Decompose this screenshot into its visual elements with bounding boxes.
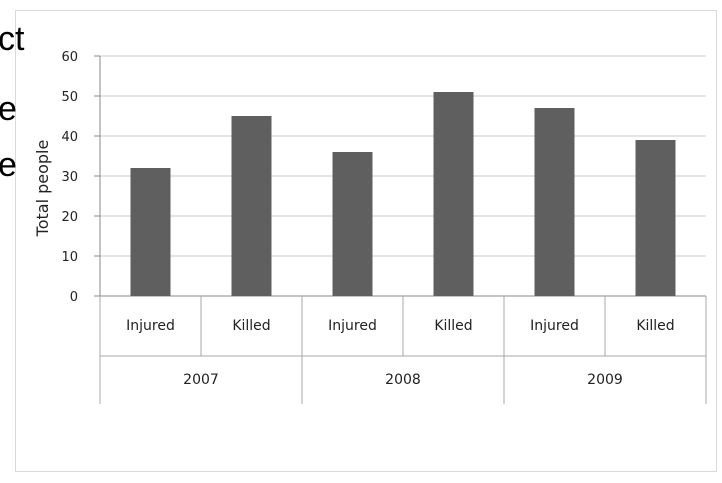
y-tick-label: 60 — [61, 50, 78, 65]
y-tick-label: 50 — [61, 90, 78, 105]
background-text-1: ct — [0, 20, 25, 58]
x-axis: Injured Killed Injured Killed Injured Killed 2… — [99, 296, 707, 404]
gridlines — [94, 55, 706, 297]
background-text-2: e — [0, 90, 17, 128]
bar — [231, 116, 272, 296]
bar — [635, 140, 676, 296]
bar — [332, 152, 373, 296]
y-tick-label: 40 — [61, 130, 78, 145]
x-group-label: 2007 — [183, 372, 219, 388]
y-tick-labels: 0 10 20 30 40 50 60 — [61, 50, 78, 305]
y-axis-label: Total people — [33, 140, 52, 238]
bar — [534, 108, 575, 296]
x-category-label: Killed — [232, 318, 270, 334]
x-category-label: Injured — [126, 318, 175, 334]
x-group-label: 2009 — [587, 372, 623, 388]
y-tick-label: 10 — [61, 250, 78, 265]
x-group-label: 2008 — [385, 372, 421, 388]
x-category-label: Killed — [636, 318, 674, 334]
bar — [433, 92, 474, 296]
x-category-label: Injured — [530, 318, 579, 334]
x-category-label: Injured — [328, 318, 377, 334]
y-tick-label: 0 — [70, 290, 78, 305]
y-tick-label: 30 — [61, 170, 78, 185]
bar — [130, 168, 171, 296]
bars — [130, 92, 676, 296]
x-category-label: Killed — [434, 318, 472, 334]
y-tick-label: 20 — [61, 210, 78, 225]
background-text-3: e — [0, 146, 17, 184]
